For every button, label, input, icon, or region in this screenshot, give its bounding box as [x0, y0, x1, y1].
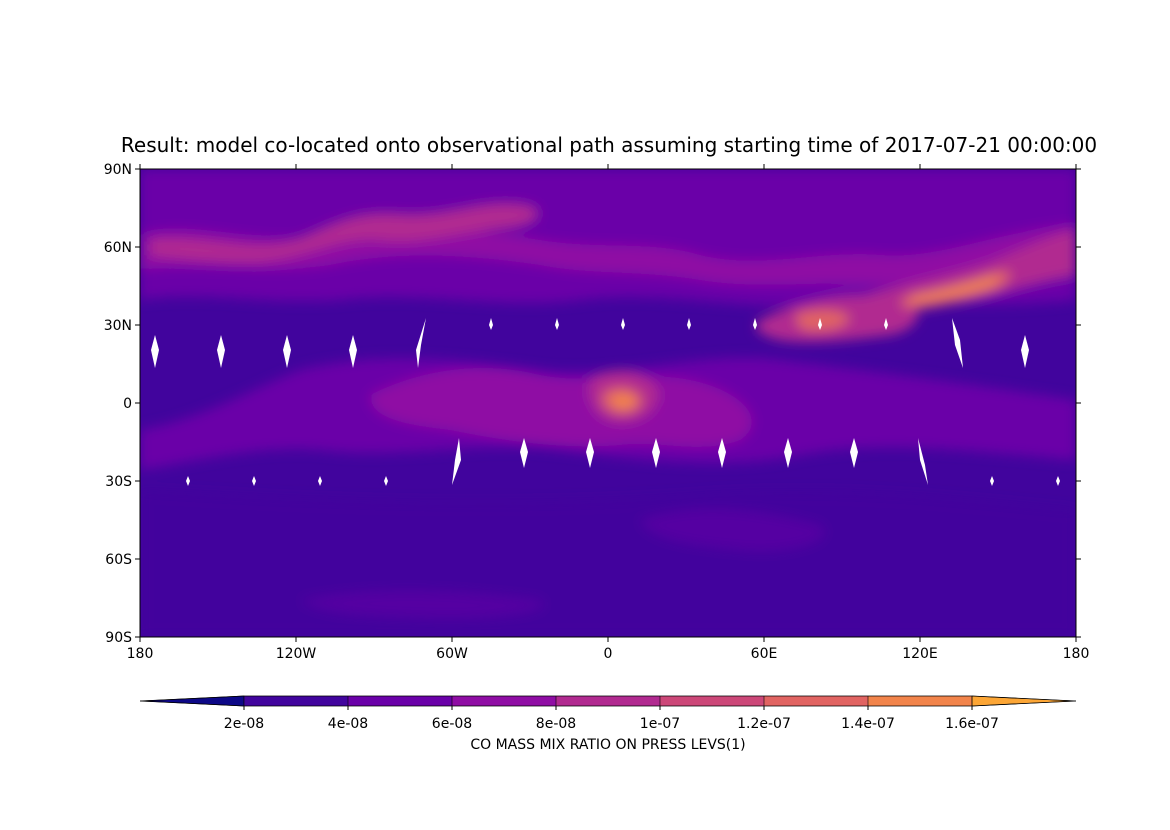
colorbar-bin-1: [348, 696, 452, 706]
colorbar: 2e-08 4e-08 6e-08 8e-08 1e-07 1.2e-07 1.4e-07 1…: [139, 695, 1077, 732]
colorbar-tick-label-7: 1.6e-07: [945, 716, 999, 732]
y-tick-label-4: 30S: [105, 474, 132, 490]
colorbar-bin-3: [556, 696, 660, 706]
y-tick-label-1: 60N: [104, 240, 132, 256]
chart-title: Result: model co-located onto observatio…: [121, 133, 1097, 157]
colorbar-tick-label-5: 1.2e-07: [737, 716, 791, 732]
swath-gaps: [151, 318, 1060, 486]
colorbar-tick-label-4: 1e-07: [640, 716, 680, 732]
y-tick-label-0: 90N: [104, 162, 132, 178]
plot-area: [140, 169, 1076, 637]
x-tick-label-3: 0: [604, 646, 613, 662]
sh-deep-low: [140, 490, 1076, 637]
colorbar-bin-2: [452, 696, 556, 706]
south-asia-core: [795, 310, 850, 331]
colorbar-bin-5: [764, 696, 868, 706]
colorbar-tick-label-0: 2e-08: [224, 716, 264, 732]
colorbar-tick-label-6: 1.4e-07: [841, 716, 895, 732]
colorbar-extend-high: [971, 695, 1077, 707]
east-asia-peak: [910, 275, 998, 302]
colorbar-extend-low: [139, 695, 245, 707]
co-field-layers: [140, 169, 1076, 637]
colorbar-bin-0: [244, 696, 348, 706]
y-tick-label-2: 30N: [104, 318, 132, 334]
y-tick-label-3: 0: [123, 396, 132, 412]
x-tick-label-4: 60E: [751, 646, 778, 662]
colorbar-label: CO MASS MIX RATIO ON PRESS LEVS(1): [470, 737, 745, 753]
y-tick-label-5: 60S: [105, 552, 132, 568]
x-tick-label-0: 180: [127, 646, 154, 662]
x-tick-label-2: 60W: [436, 646, 468, 662]
colorbar-tick-label-1: 4e-08: [328, 716, 368, 732]
colorbar-tick-label-2: 6e-08: [432, 716, 472, 732]
y-axis-ticks: 90N 60N 30N 0 30S 60S 90S: [104, 162, 1081, 646]
africa-peak: [612, 394, 636, 410]
colorbar-bin-4: [660, 696, 764, 706]
x-tick-label-6: 180: [1063, 646, 1090, 662]
x-tick-label-5: 120E: [902, 646, 938, 662]
east-asia-plume: [850, 230, 1076, 313]
x-axis-ticks: 180 120W 60W 0 60E 120E 180: [127, 164, 1090, 662]
colorbar-bin-6: [868, 696, 972, 706]
x-tick-label-1: 120W: [276, 646, 317, 662]
y-tick-label-6: 90S: [105, 630, 132, 646]
nh-midlat-band: [140, 225, 1076, 285]
colorbar-tick-label-3: 8e-08: [536, 716, 576, 732]
nh-high-lat-streak: [150, 204, 538, 262]
